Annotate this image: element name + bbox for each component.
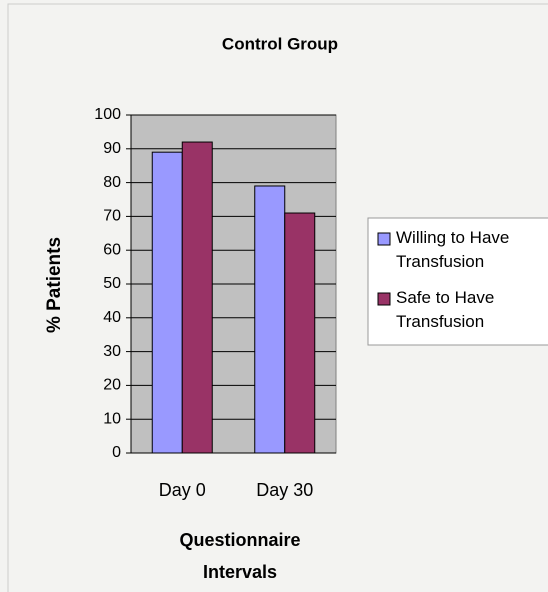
y-tick-label: 20 xyxy=(103,377,121,394)
legend-label: Safe to Have Transfusion xyxy=(396,288,495,331)
y-tick-label: 70 xyxy=(103,208,121,225)
y-tick-label: 30 xyxy=(103,343,121,360)
legend-swatch xyxy=(377,292,391,306)
bar xyxy=(284,212,316,454)
y-tick-label: 100 xyxy=(94,106,121,123)
chart-title: Control Group xyxy=(222,34,338,53)
y-tick-label: 40 xyxy=(103,309,121,326)
chart-border xyxy=(7,3,548,592)
y-tick-label: 90 xyxy=(103,140,121,157)
bar xyxy=(181,141,213,454)
bar xyxy=(151,151,183,454)
x-axis-label: Questionnaire Intervals xyxy=(179,530,301,582)
x-tick-label: Day 30 xyxy=(256,480,313,500)
y-tick-label: 50 xyxy=(103,275,121,292)
legend-label: Willing to Have Transfusion xyxy=(396,228,510,271)
legend-swatch xyxy=(377,232,391,246)
y-axis-label: % Patients xyxy=(44,237,65,333)
x-tick-label: Day 0 xyxy=(159,480,206,500)
legend-box xyxy=(367,217,548,346)
y-tick-label: 0 xyxy=(112,444,121,461)
y-tick-label: 80 xyxy=(103,174,121,191)
bar xyxy=(254,185,286,454)
y-tick-label: 10 xyxy=(103,410,121,427)
y-tick-label: 60 xyxy=(103,241,121,258)
